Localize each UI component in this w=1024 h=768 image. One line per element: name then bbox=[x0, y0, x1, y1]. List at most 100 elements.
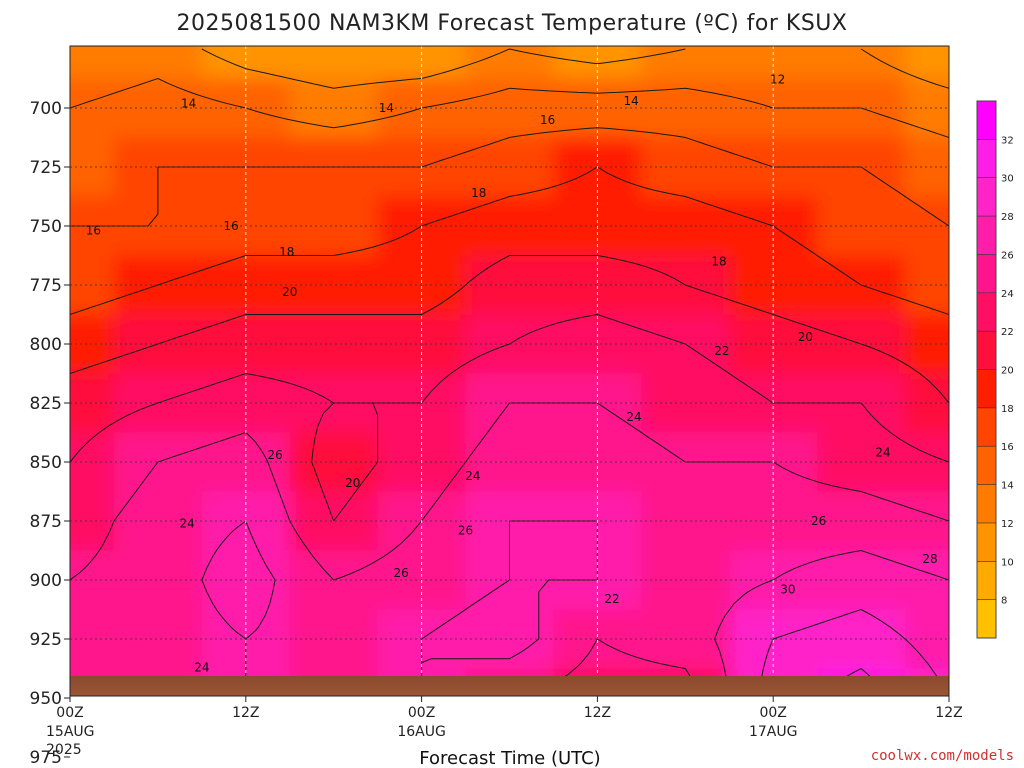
x-tick-label: 12Z bbox=[584, 705, 611, 721]
x-tick-label: 12Z bbox=[935, 705, 962, 721]
y-tick-label: 725 bbox=[30, 158, 62, 178]
colorbar-swatch bbox=[977, 522, 996, 562]
y-tick-label: 975 bbox=[30, 748, 62, 768]
colorbar-swatch bbox=[977, 331, 996, 370]
colorbar-label: 12 bbox=[1001, 519, 1014, 530]
colorbar-swatch bbox=[977, 561, 996, 601]
plot-frame bbox=[69, 45, 950, 697]
contour-label: 18 bbox=[279, 245, 294, 259]
heatmap-cell bbox=[905, 314, 949, 374]
colorbar-swatch bbox=[977, 446, 996, 486]
y-tick-label: 750 bbox=[30, 217, 62, 237]
heatmap-cell bbox=[905, 255, 949, 315]
contour-label: 26 bbox=[393, 566, 408, 580]
heatmap-cell bbox=[114, 716, 202, 746]
heatmap-cell bbox=[289, 196, 379, 256]
contour-label: 14 bbox=[623, 94, 638, 108]
heatmap-cell bbox=[905, 491, 949, 551]
contour-28 bbox=[758, 609, 949, 696]
heatmap-cell bbox=[729, 46, 818, 79]
x-tick-label-date: 16AUG bbox=[397, 724, 446, 740]
contour-label: 18 bbox=[471, 186, 486, 200]
heatmap-cell bbox=[905, 196, 949, 256]
heatmap-cell bbox=[289, 255, 379, 315]
heatmap-cell bbox=[70, 314, 115, 374]
colorbar-swatch bbox=[977, 407, 996, 447]
heatmap-cell bbox=[817, 716, 905, 746]
heatmap-cell bbox=[817, 46, 906, 79]
heatmap-cell bbox=[641, 716, 729, 746]
colorbar-swatch bbox=[977, 101, 996, 140]
grid-lines bbox=[70, 46, 949, 696]
heatmap-cell bbox=[113, 46, 203, 79]
x-tick-label-date: 17AUG bbox=[749, 724, 798, 740]
y-tick-label: 700 bbox=[30, 99, 62, 119]
heatmap-cell bbox=[289, 78, 379, 138]
heatmap-cell bbox=[905, 46, 949, 79]
x-tick-label: 00Z bbox=[56, 705, 83, 721]
heatmap-cell bbox=[201, 46, 291, 79]
contour-label: 24 bbox=[875, 446, 890, 460]
x-tick-label-year: 2025 bbox=[46, 742, 82, 758]
heatmap-cell bbox=[641, 46, 730, 79]
y-tick-label: 775 bbox=[30, 276, 62, 296]
heatmap-cell bbox=[70, 78, 115, 138]
colorbar-swatch bbox=[977, 369, 996, 409]
x-axis-label: Forecast Time (UTC) bbox=[419, 748, 600, 768]
contour-label: 24 bbox=[626, 410, 641, 424]
contour-label: 16 bbox=[86, 224, 101, 238]
heatmap-cell bbox=[465, 46, 554, 79]
y-tick-label: 800 bbox=[30, 335, 62, 355]
contour-label: 18 bbox=[711, 254, 726, 268]
colorbar-label: 22 bbox=[1001, 327, 1014, 338]
y-tick-label: 900 bbox=[30, 571, 62, 591]
colorbar-label: 26 bbox=[1001, 250, 1014, 261]
contour-label: 22 bbox=[604, 592, 619, 606]
heatmap-cells bbox=[70, 46, 949, 746]
contour-label: 16 bbox=[224, 219, 239, 233]
heatmap-cell bbox=[905, 137, 949, 197]
colorbar-label: 24 bbox=[1001, 289, 1014, 300]
contour-labels: 12 14 14 14 16 16 16 18 18 18 20 20 20 22 22 24 24 24 24 24… bbox=[86, 73, 938, 675]
contour-label: 26 bbox=[267, 448, 282, 462]
contour-label: 14 bbox=[379, 101, 394, 115]
colorbar-swatch bbox=[977, 216, 996, 255]
heatmap-cell bbox=[905, 373, 949, 433]
x-tick-label: 00Z bbox=[408, 705, 435, 721]
contour-label: 14 bbox=[181, 96, 196, 110]
contour-label: 24 bbox=[465, 469, 480, 483]
credit-link[interactable]: coolwx.com/models bbox=[871, 748, 1014, 764]
heatmap-cell bbox=[289, 491, 379, 551]
colorbar-label: 14 bbox=[1001, 481, 1014, 492]
heatmap-cell bbox=[70, 46, 115, 79]
colorbar-label: 8 bbox=[1001, 596, 1007, 607]
colorbar-label: 18 bbox=[1001, 404, 1014, 415]
contour-label: 26 bbox=[811, 514, 826, 528]
contour-label: 20 bbox=[282, 285, 297, 299]
contour-label: 28 bbox=[922, 552, 937, 566]
colorbar-swatch bbox=[977, 254, 996, 294]
x-tick-label: 12Z bbox=[232, 705, 259, 721]
contour-label: 30 bbox=[780, 582, 795, 596]
heatmap-cell bbox=[113, 550, 203, 610]
colorbar-label: 32 bbox=[1001, 135, 1014, 146]
heatmap-cell bbox=[70, 137, 115, 197]
contour-label: 20 bbox=[798, 330, 813, 344]
colorbar-label: 28 bbox=[1001, 212, 1014, 223]
y-tick-label: 825 bbox=[30, 394, 62, 414]
contour-label: 24 bbox=[194, 660, 209, 674]
colorbar-swatch bbox=[977, 292, 996, 332]
heatmap-cell bbox=[553, 46, 642, 79]
x-tick-label: 00Z bbox=[759, 705, 786, 721]
chart-title: 2025081500 NAM3KM Forecast Temperature (… bbox=[177, 11, 848, 36]
heatmap-cell bbox=[70, 255, 115, 315]
contour-12 bbox=[201, 48, 949, 89]
plot-area bbox=[70, 46, 949, 746]
y-tick-label: 850 bbox=[30, 453, 62, 473]
colorbar-label: 10 bbox=[1001, 557, 1014, 568]
x-axis: 00Z 15AUG 2025 12Z 00Z 16AUG 12Z 00Z 17AUG 12Z bbox=[46, 696, 963, 758]
heatmap-cell bbox=[905, 609, 949, 669]
heatmap-cell bbox=[70, 491, 115, 551]
heatmap-cell bbox=[905, 78, 949, 138]
